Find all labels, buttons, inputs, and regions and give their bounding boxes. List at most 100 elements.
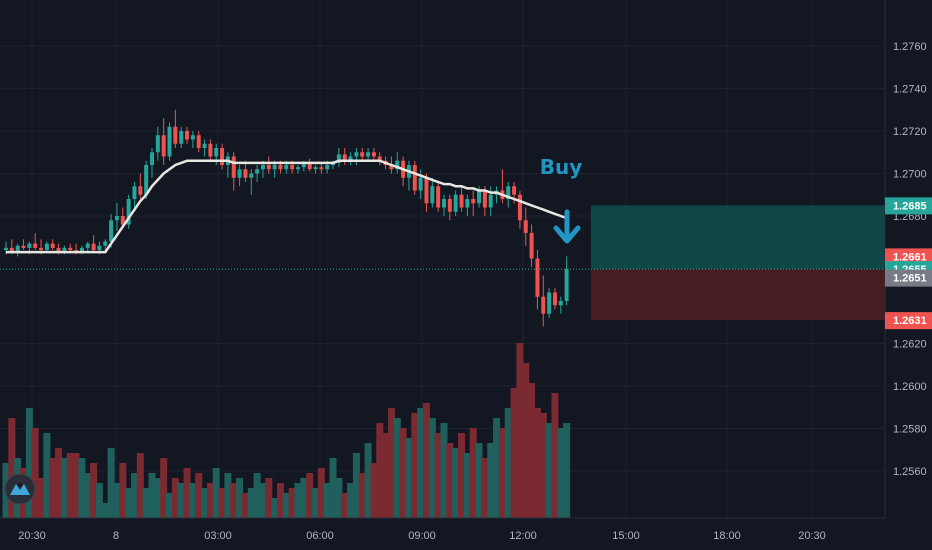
candle-body: [529, 233, 534, 259]
volume-bar: [136, 453, 144, 518]
volume-bar: [160, 458, 168, 518]
volume-bar: [101, 503, 109, 518]
candle-body: [266, 165, 271, 170]
candle-body: [348, 156, 353, 161]
candle-body: [278, 165, 283, 170]
volume-bar: [405, 438, 413, 518]
volume-bar: [49, 458, 57, 518]
volume-bar: [171, 478, 179, 518]
volume-bar: [95, 483, 103, 518]
candle-body: [255, 169, 260, 174]
candle-body: [85, 243, 90, 248]
candle-body: [214, 148, 219, 157]
price-tick-label: 1.2760: [893, 41, 927, 53]
candle-body: [109, 220, 114, 242]
volume-bar: [358, 473, 366, 518]
candle-body: [424, 177, 429, 204]
candle-body: [535, 258, 540, 297]
volume-bar: [25, 408, 33, 518]
volume-bar: [510, 388, 518, 518]
price-tag-label: 1.2631: [893, 315, 927, 327]
price-tick-label: 1.2560: [893, 466, 927, 478]
volume-bar: [317, 468, 325, 518]
time-axis[interactable]: 20:30 8 03:00 06:00 09:00 12:00 15:00 18:00 20:3…: [18, 530, 826, 542]
volume-bar: [347, 483, 355, 518]
candle-body: [103, 241, 108, 246]
candle-body: [360, 152, 365, 157]
volume-bar: [516, 343, 524, 518]
volume-bar: [271, 498, 279, 518]
volume-bar: [55, 448, 63, 518]
candle-body: [547, 292, 552, 314]
volume-bar: [382, 433, 390, 518]
volume-bar: [475, 443, 483, 518]
candle-body: [44, 243, 49, 250]
volume-bar: [300, 478, 308, 518]
candle-body: [325, 165, 330, 170]
price-tick-label: 1.2740: [893, 84, 927, 96]
volume-bar: [469, 428, 477, 518]
volume-bar: [84, 473, 92, 518]
volume-bar: [422, 403, 430, 518]
candle-body: [161, 135, 166, 157]
volume-bar: [142, 488, 150, 518]
volume-bar: [434, 433, 442, 518]
volume-bar: [276, 483, 284, 518]
volume-bar: [498, 428, 506, 518]
volume-bar: [253, 473, 261, 518]
candle-body: [482, 190, 487, 208]
volume-bar: [312, 488, 320, 518]
time-tick-label: 8: [113, 530, 119, 542]
candle-body: [506, 186, 511, 199]
price-tick-label: 1.2580: [893, 424, 927, 436]
price-tick-label: 1.2620: [893, 339, 927, 351]
candle-body: [488, 194, 493, 208]
volume-bar: [218, 488, 226, 518]
volume-bar: [387, 408, 395, 518]
volume-bar: [265, 478, 273, 518]
candle-body: [471, 199, 476, 204]
time-axis-bg: [0, 518, 932, 550]
price-tag-bg: [885, 197, 932, 215]
volume-bar: [31, 428, 39, 518]
candle-body: [4, 247, 8, 250]
volume-bar: [66, 453, 74, 518]
volume-bar: [487, 443, 495, 518]
candle-body: [512, 186, 517, 195]
volume-bar: [370, 463, 378, 518]
volume-bar: [364, 443, 372, 518]
volume-bar: [329, 458, 337, 518]
volume-bar: [323, 483, 331, 518]
volume-bar: [154, 478, 162, 518]
candle-body: [150, 152, 154, 165]
volume-bar: [148, 473, 156, 518]
candle-body: [336, 154, 341, 163]
price-tag-label: 1.2661: [893, 251, 927, 263]
moving-average-line: [6, 159, 568, 254]
candle-body: [342, 154, 347, 161]
buy-label: Buy: [540, 155, 583, 179]
volume-bar: [463, 453, 471, 518]
candle-body: [138, 186, 143, 195]
volume-bar: [282, 493, 290, 518]
volume-bar: [493, 418, 501, 518]
volume-bar: [563, 423, 571, 518]
volume-bar: [539, 413, 547, 518]
volume-bar: [452, 448, 460, 518]
down-arrow-icon: [553, 209, 581, 244]
long-position-tool[interactable]: [591, 205, 885, 321]
candle-body: [79, 247, 84, 253]
loss-zone: [591, 269, 885, 321]
candle-body: [190, 135, 195, 140]
tradingview-logo-icon[interactable]: [4, 473, 36, 505]
candle-body: [56, 247, 61, 253]
candle-body: [167, 126, 172, 157]
price-tick-label: 1.2600: [893, 381, 927, 393]
volume-bar: [352, 453, 360, 518]
candle-body: [21, 245, 26, 248]
volume-bar: [130, 473, 138, 518]
candle-body: [208, 143, 213, 157]
candle-body: [249, 173, 254, 178]
